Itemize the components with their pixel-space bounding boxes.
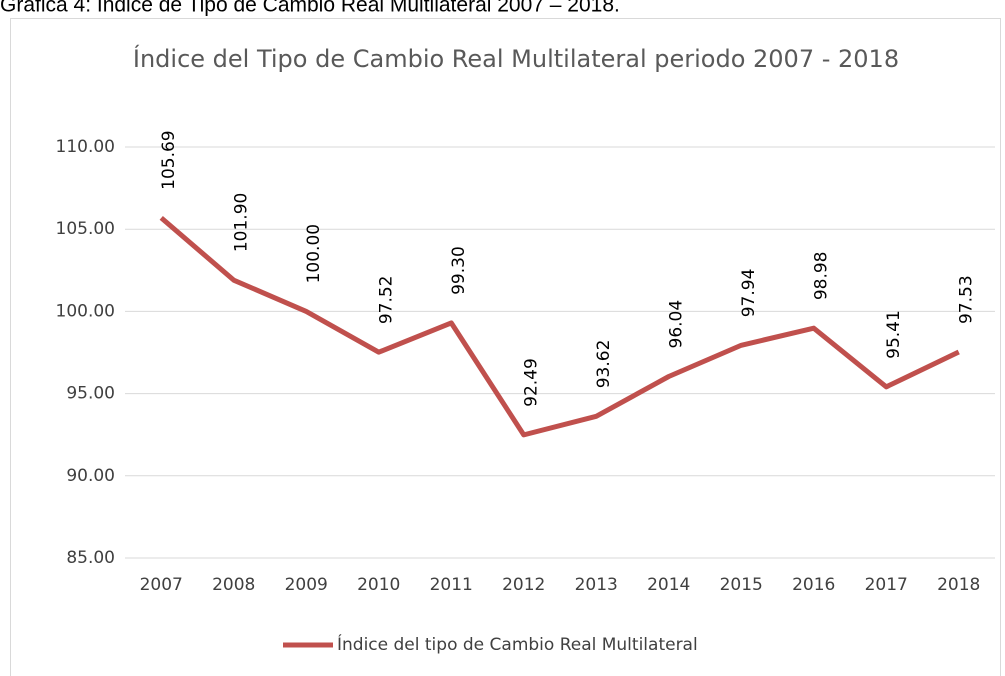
x-tick-label: 2016 <box>792 575 835 595</box>
data-label: 105.69 <box>159 130 179 189</box>
data-label: 97.94 <box>739 269 759 318</box>
x-tick-label: 2014 <box>647 575 690 595</box>
x-tick-label: 2017 <box>865 575 908 595</box>
data-label: 101.90 <box>232 193 252 252</box>
data-label: 95.41 <box>884 310 904 359</box>
x-tick-label: 2012 <box>502 575 545 595</box>
data-label: 98.98 <box>812 251 832 300</box>
x-tick-label: 2008 <box>212 575 255 595</box>
data-label: 92.49 <box>522 358 542 407</box>
x-tick-label: 2011 <box>430 575 473 595</box>
data-label: 100.00 <box>304 224 324 283</box>
data-label: 97.52 <box>377 275 397 324</box>
data-label: 97.53 <box>957 275 977 324</box>
legend-label: Índice del tipo de Cambio Real Multilate… <box>337 633 698 655</box>
data-label: 99.30 <box>449 246 469 295</box>
x-tick-label: 2013 <box>575 575 618 595</box>
data-line <box>159 215 960 438</box>
data-label: 96.04 <box>667 300 687 349</box>
data-label: 93.62 <box>594 340 614 389</box>
chart-title: Índice del Tipo de Cambio Real Multilate… <box>133 44 899 73</box>
x-tick-label: 2018 <box>937 575 980 595</box>
y-tick-label: 85.00 <box>66 548 115 568</box>
x-tick-label: 2010 <box>357 575 400 595</box>
y-tick-label: 90.00 <box>66 466 115 486</box>
y-tick-label: 105.00 <box>56 219 115 239</box>
y-tick-label: 100.00 <box>56 301 115 321</box>
y-tick-label: 110.00 <box>56 137 115 157</box>
caption: Gráfica 4: Índice de Tipo de Cambio Real… <box>0 0 620 17</box>
y-tick-label: 95.00 <box>66 384 115 404</box>
x-tick-label: 2007 <box>140 575 183 595</box>
x-tick-label: 2015 <box>720 575 763 595</box>
x-tick-label: 2009 <box>285 575 328 595</box>
